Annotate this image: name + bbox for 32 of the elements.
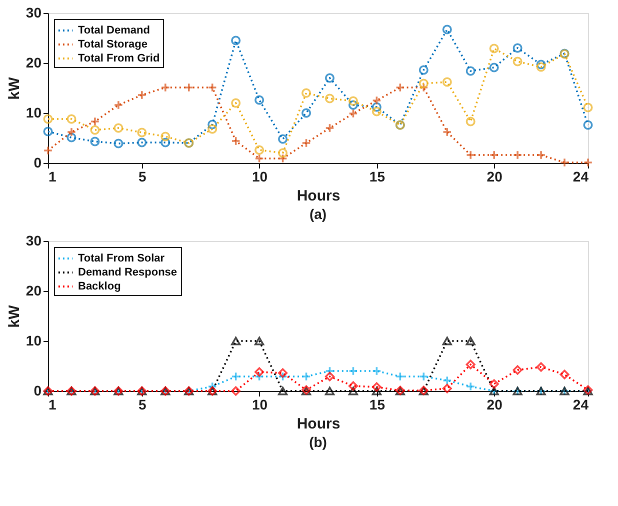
x-tick-label: 20 — [486, 396, 503, 412]
legend-label: Total Storage — [78, 38, 148, 50]
legend-label: Total From Solar — [78, 252, 166, 264]
y-axis-title: kW — [6, 304, 23, 328]
y-axis-title: kW — [6, 76, 23, 100]
x-tick-label: 10 — [252, 396, 268, 412]
y-tick-label: 30 — [26, 232, 42, 248]
y-tick-label: 30 — [26, 4, 42, 20]
legend-label: Backlog — [78, 280, 121, 292]
y-tick-label: 10 — [26, 104, 42, 120]
x-tick-label: 5 — [138, 396, 147, 412]
y-tick-label: 20 — [26, 54, 42, 70]
legend-label: Demand Response — [78, 266, 178, 278]
x-tick-label: 10 — [252, 168, 268, 184]
x-tick-label: 1 — [48, 168, 56, 184]
x-axis-title: Hours — [296, 416, 340, 432]
text: (a) — [309, 206, 327, 222]
legend-label: Total Demand — [78, 24, 150, 36]
y-tick-label: 0 — [34, 154, 42, 170]
x-tick-label: 24 — [572, 168, 589, 184]
y-tick-label: 0 — [34, 382, 42, 398]
x-tick-label: 1 — [48, 396, 56, 412]
x-tick-label: 24 — [572, 396, 589, 412]
y-tick-label: 10 — [26, 332, 42, 348]
legend-label: Total From Grid — [78, 52, 160, 64]
x-tick-label: 5 — [138, 168, 147, 184]
x-tick-label: 15 — [369, 168, 386, 184]
x-tick-label: 20 — [486, 168, 503, 184]
x-axis-title: Hours — [296, 188, 340, 204]
x-tick-label: 15 — [369, 396, 386, 412]
text: (b) — [309, 434, 327, 450]
y-tick-label: 20 — [26, 282, 42, 298]
